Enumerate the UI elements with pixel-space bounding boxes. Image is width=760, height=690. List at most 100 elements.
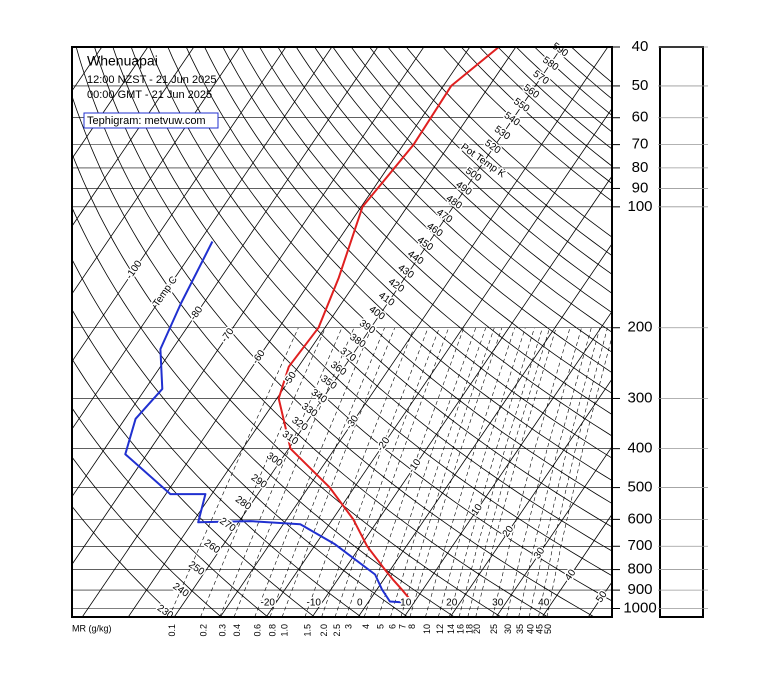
mixing-ratio-label: 18 bbox=[464, 624, 474, 634]
isotherm-label: 0 bbox=[357, 598, 363, 609]
dry-adiabat bbox=[277, 47, 612, 374]
mixing-ratio-label: 1.5 bbox=[302, 624, 312, 637]
dry-adiabat bbox=[387, 47, 612, 257]
mixing-ratio-line bbox=[475, 327, 557, 617]
mixing-ratio-label: 2.0 bbox=[319, 624, 329, 637]
dry-adiabat bbox=[72, 94, 549, 617]
dry-adiabat bbox=[72, 206, 456, 617]
dry-adiabat bbox=[332, 47, 612, 314]
mixing-ratio-label: 0.1 bbox=[167, 624, 177, 637]
mixing-ratio-line bbox=[345, 327, 449, 617]
dry-adiabat bbox=[72, 407, 269, 617]
isotherm bbox=[449, 378, 612, 617]
isotherm-label: 20 bbox=[446, 598, 458, 609]
dry-adiabat bbox=[72, 258, 409, 617]
mixing-ratio-line bbox=[378, 327, 477, 617]
dry-adiabat bbox=[259, 47, 612, 394]
mixing-ratio-label: 25 bbox=[489, 624, 499, 634]
mixing-ratio-line bbox=[546, 335, 612, 617]
isotherm bbox=[72, 47, 425, 566]
isotherm-label: -10 bbox=[307, 598, 322, 609]
mixing-ratio-line bbox=[334, 327, 440, 617]
mixing-ratio-line bbox=[458, 327, 543, 617]
y-tick-label: 200 bbox=[627, 319, 652, 336]
mixing-ratio-line bbox=[425, 327, 515, 617]
plot-frame bbox=[71, 46, 613, 618]
subtitle: 12:00 NZST - 21 Jun 2025 bbox=[87, 74, 216, 86]
mixing-ratio-label: 30 bbox=[503, 624, 513, 634]
y-tick-label: 100 bbox=[627, 198, 652, 215]
mixing-ratio-label: 0.6 bbox=[252, 624, 262, 637]
diagram-lines bbox=[72, 47, 612, 617]
mixing-ratio-line bbox=[200, 327, 326, 617]
mixing-ratio-line bbox=[269, 327, 385, 617]
y-tick-label: 700 bbox=[627, 537, 652, 554]
mixing-ratio-label: 1.0 bbox=[280, 624, 290, 637]
mixing-ratio-label: 14 bbox=[446, 624, 456, 634]
mixing-ratio-label: 5 bbox=[375, 624, 385, 629]
dry-adiabat bbox=[130, 47, 612, 552]
y-tick-label: 300 bbox=[627, 389, 652, 406]
isotherm bbox=[72, 47, 333, 430]
dry-adiabat bbox=[369, 47, 612, 275]
isotherm-label: 10 bbox=[400, 598, 412, 609]
mixing-ratio-line bbox=[528, 327, 601, 617]
mixing-ratio-line bbox=[538, 327, 608, 617]
dry-adiabat bbox=[94, 47, 612, 602]
source-box bbox=[83, 112, 219, 129]
dry-adiabat bbox=[75, 47, 596, 617]
mixing-ratio-label: 20 bbox=[472, 624, 482, 634]
y-tick-label: 600 bbox=[627, 510, 652, 527]
subtitle: 00:00 GMT - 21 Jun 2025 bbox=[87, 89, 212, 101]
isotherm bbox=[173, 47, 563, 617]
mixing-ratio-line bbox=[506, 327, 582, 617]
mixing-ratio-label: 0.3 bbox=[218, 624, 228, 637]
isotherm bbox=[541, 513, 612, 617]
mixing-ratio-label: 50 bbox=[543, 624, 553, 634]
mixing-ratio-line bbox=[219, 327, 343, 617]
mixing-ratio-line bbox=[390, 327, 487, 617]
dry-adiabat bbox=[350, 47, 612, 294]
mixing-ratio-line bbox=[518, 327, 592, 617]
profile-line bbox=[277, 47, 500, 601]
isotherm bbox=[357, 243, 612, 617]
mixing-ratio-label: 6 bbox=[387, 624, 397, 629]
mixing-ratio-line bbox=[438, 327, 526, 617]
y-tick-label: 400 bbox=[627, 440, 652, 457]
isotherm bbox=[72, 47, 241, 295]
mixing-ratio-label: 7 bbox=[398, 624, 408, 629]
mixing-ratio-label: 0.2 bbox=[198, 624, 208, 637]
isotherm bbox=[72, 47, 287, 363]
source: Tephigram: metvuw.com bbox=[87, 115, 206, 127]
dry-adiabat bbox=[167, 47, 612, 504]
mixing-ratio-label: 8 bbox=[407, 624, 417, 629]
y-tick-label: 70 bbox=[632, 136, 649, 153]
isotherm bbox=[72, 47, 195, 227]
dry-adiabat bbox=[240, 47, 612, 415]
mixing-ratio-line bbox=[168, 327, 299, 617]
isotherm-label: 30 bbox=[492, 598, 504, 609]
mixing-ratio-title: MR (g/kg) bbox=[72, 623, 112, 633]
isotherm-label: -20 bbox=[261, 598, 276, 609]
mixing-ratio-label: 4 bbox=[361, 624, 371, 629]
dry-adiabat bbox=[204, 47, 612, 459]
mixing-ratio-line bbox=[254, 327, 372, 617]
dry-adiabat bbox=[314, 47, 612, 333]
y-tick-label: 800 bbox=[627, 561, 652, 578]
dry-adiabat bbox=[497, 47, 612, 150]
dry-adiabat bbox=[479, 47, 612, 167]
isotherm bbox=[127, 47, 517, 617]
isotherm bbox=[311, 175, 612, 617]
y-tick-label: 900 bbox=[627, 581, 652, 598]
mixing-ratio-label: 35 bbox=[515, 624, 525, 634]
dry-adiabat bbox=[72, 152, 502, 617]
dry-adiabat bbox=[149, 47, 612, 528]
mixing-ratio-line bbox=[233, 327, 355, 617]
isotherm-label: 40 bbox=[538, 598, 550, 609]
mixing-ratio-line bbox=[304, 327, 415, 617]
isotherm bbox=[72, 47, 149, 160]
dry-adiabat bbox=[295, 47, 612, 353]
dry-adiabat bbox=[185, 47, 612, 481]
